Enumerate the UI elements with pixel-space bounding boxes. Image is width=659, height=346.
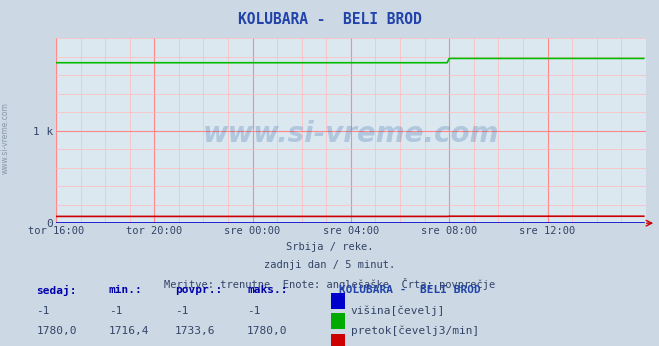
Text: 1780,0: 1780,0 [36, 326, 76, 336]
Text: zadnji dan / 5 minut.: zadnji dan / 5 minut. [264, 260, 395, 270]
Text: -1: -1 [36, 306, 49, 316]
Text: KOLUBARA -  BELI BROD: KOLUBARA - BELI BROD [339, 285, 481, 295]
Text: -1: -1 [175, 306, 188, 316]
Text: povpr.:: povpr.: [175, 285, 222, 295]
Text: 1780,0: 1780,0 [247, 326, 287, 336]
Text: maks.:: maks.: [247, 285, 287, 295]
Text: Srbija / reke.: Srbija / reke. [286, 242, 373, 252]
Text: sedaj:: sedaj: [36, 285, 76, 297]
Text: Meritve: trenutne  Enote: anglešaške  Črta: povprečje: Meritve: trenutne Enote: anglešaške Črta… [164, 278, 495, 290]
Text: 1716,4: 1716,4 [109, 326, 149, 336]
Text: višina[čevelj]: višina[čevelj] [351, 306, 445, 316]
Text: 1733,6: 1733,6 [175, 326, 215, 336]
Text: www.si-vreme.com: www.si-vreme.com [1, 102, 10, 174]
Text: KOLUBARA -  BELI BROD: KOLUBARA - BELI BROD [238, 12, 421, 27]
Text: pretok[čevelj3/min]: pretok[čevelj3/min] [351, 326, 479, 336]
Text: -1: -1 [109, 306, 122, 316]
Text: -1: -1 [247, 306, 260, 316]
Text: min.:: min.: [109, 285, 142, 295]
Text: www.si-vreme.com: www.si-vreme.com [203, 120, 499, 148]
